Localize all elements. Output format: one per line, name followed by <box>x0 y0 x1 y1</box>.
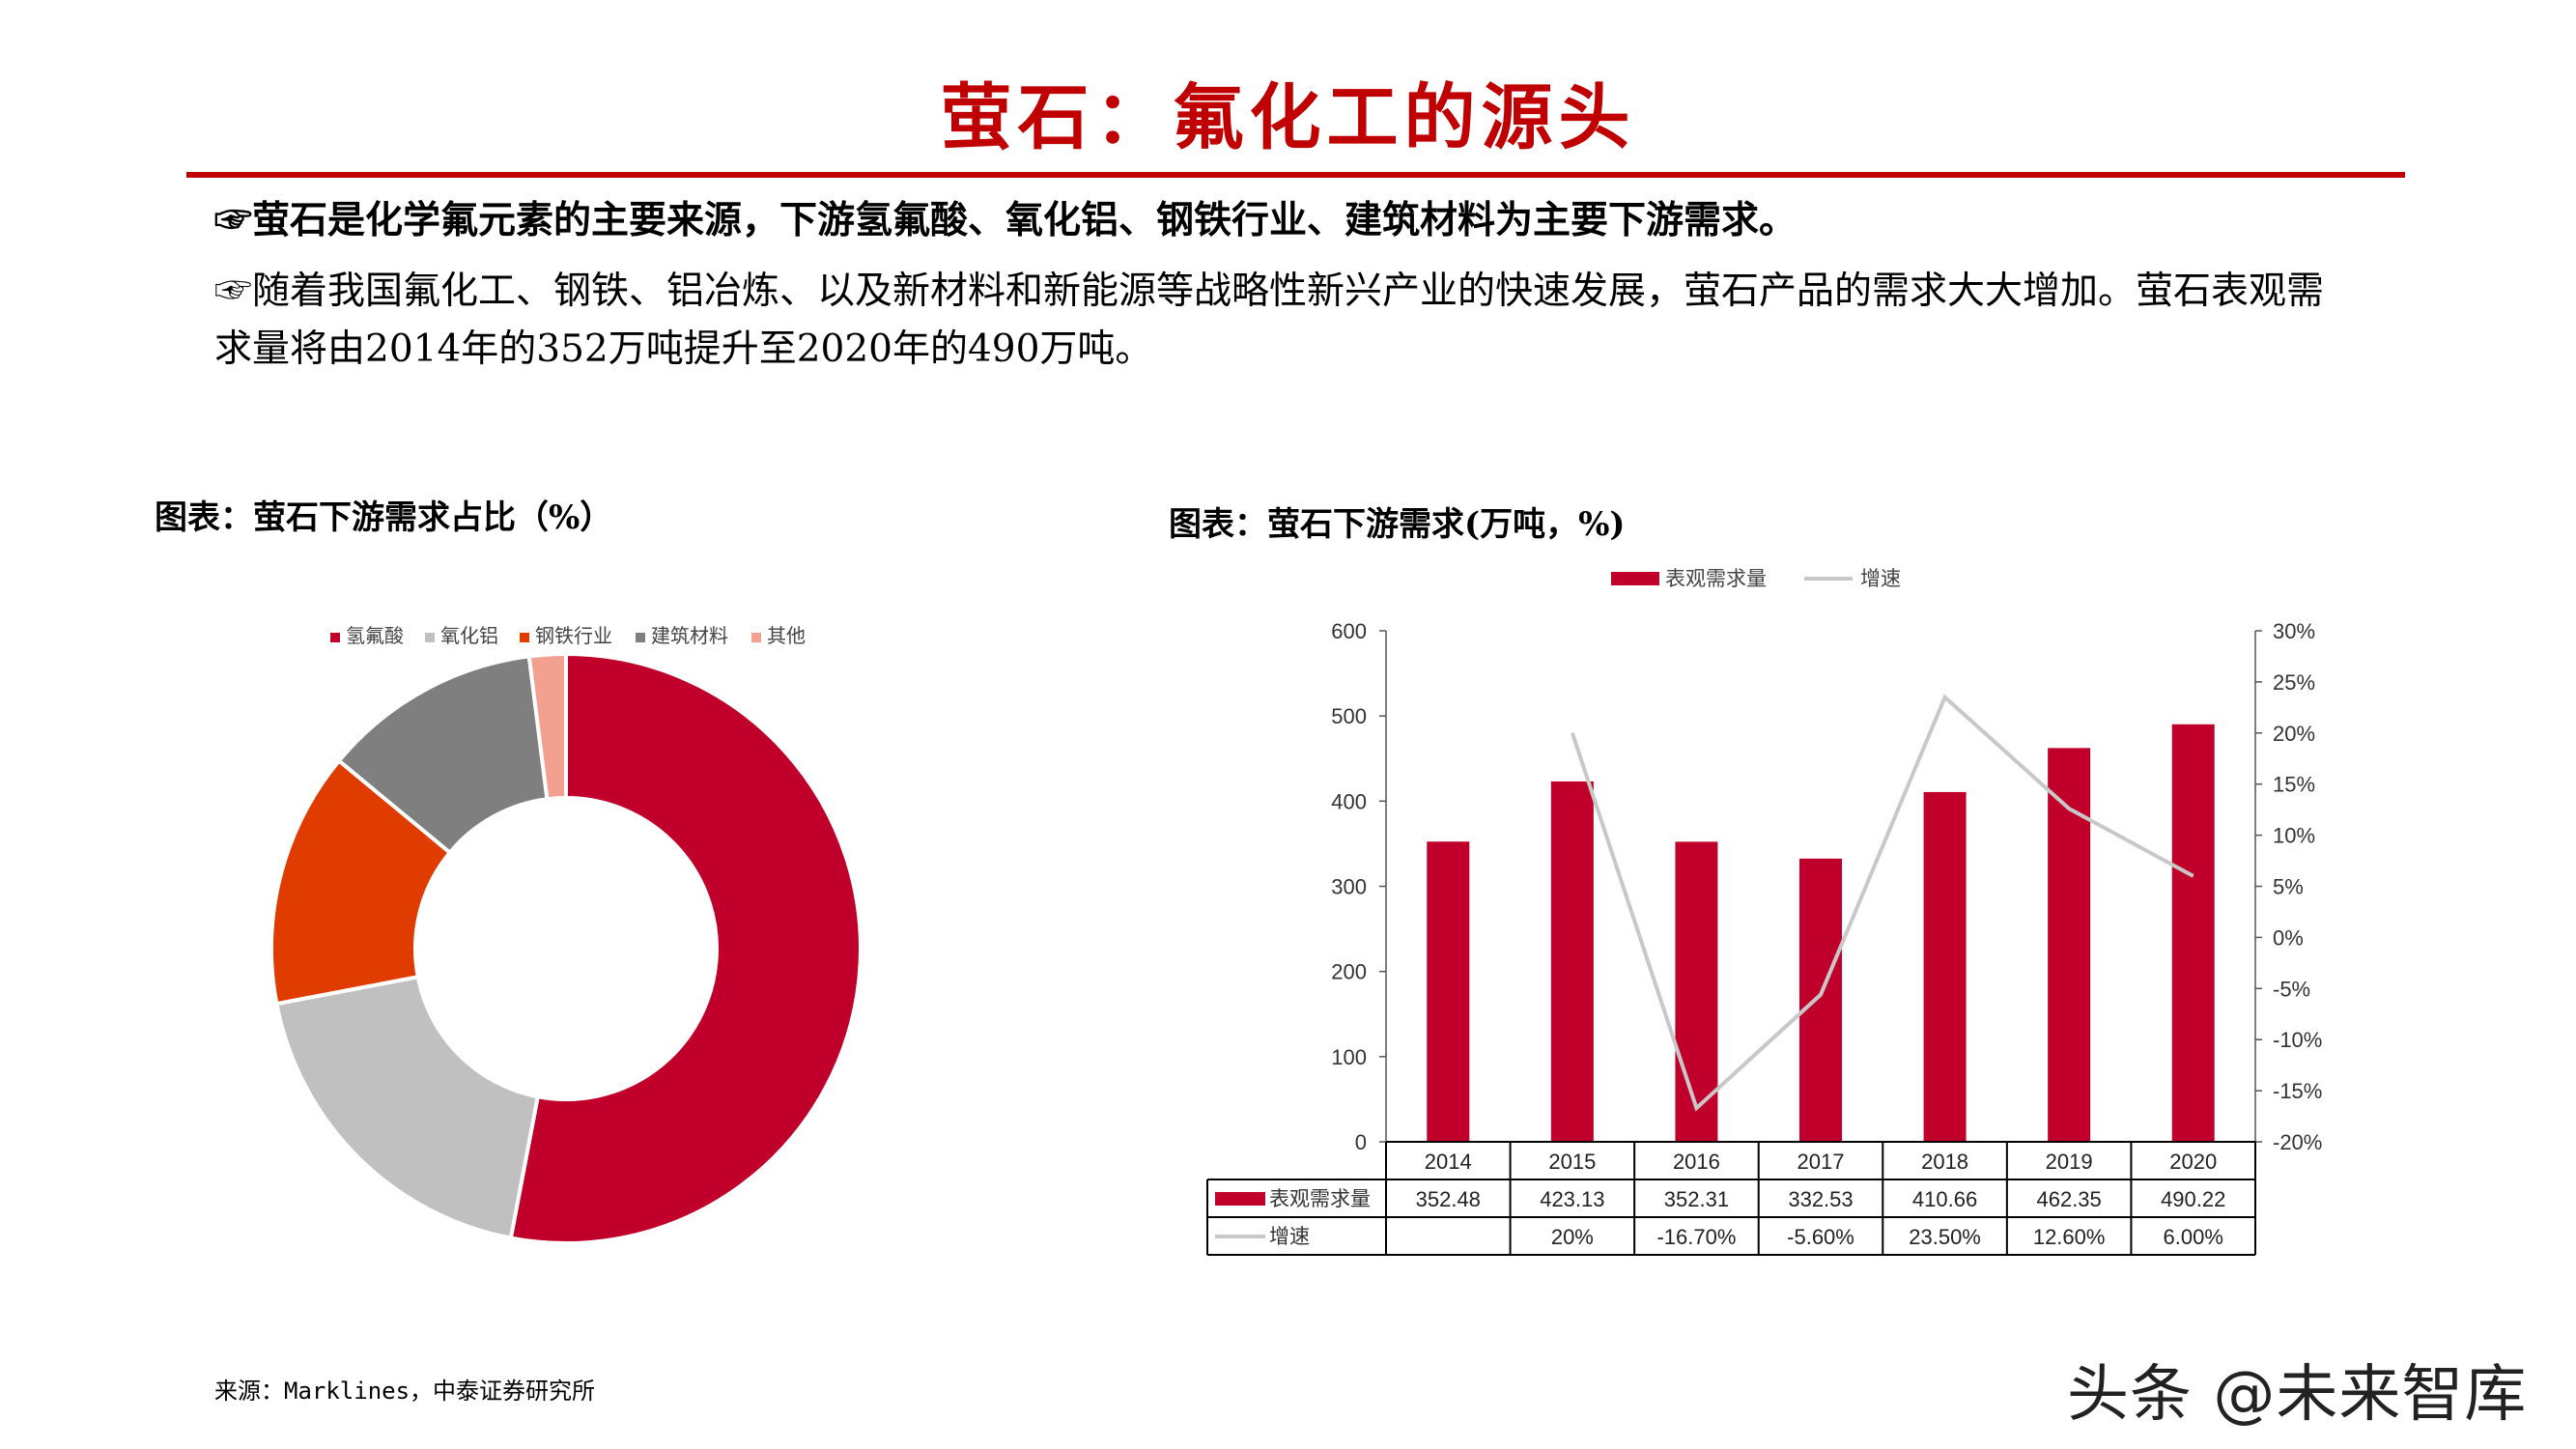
bullet-2: ☞随着我国氟化工、钢铁、铝冶炼、以及新材料和新能源等战略性新兴产业的快速发展，萤… <box>214 270 2325 371</box>
legend-swatch-bars <box>1611 572 1659 585</box>
table-row-header-bars: 表观需求量 <box>1269 1188 1371 1210</box>
y2-tick-label-1: -15% <box>2273 1079 2322 1103</box>
bar-2018 <box>1923 791 1967 1142</box>
donut-slice-0 <box>508 651 863 1245</box>
y-tick-label-4: 400 <box>1331 789 1367 813</box>
donut-chart: 氢氟酸 氧化铝 钢铁行业 建筑材料 其他 <box>269 625 863 1245</box>
table-cell-growth-2017: -5.60% <box>1787 1225 1854 1249</box>
table-cell-demand-2014: 352.48 <box>1416 1187 1481 1211</box>
legend-label-1: 氧化铝 <box>440 625 498 647</box>
table-cell-demand-2016: 352.31 <box>1664 1187 1729 1211</box>
y2-tick-label-9: 25% <box>2273 670 2315 695</box>
legend-swatch-3 <box>636 633 645 642</box>
y2-tick-label-8: 20% <box>2273 722 2315 746</box>
y2-tick-label-4: 0% <box>2273 925 2304 950</box>
table-cell-demand-2018: 410.66 <box>1912 1187 1977 1211</box>
title-divider <box>186 172 2405 178</box>
x-tick-label-2015: 2015 <box>1548 1150 1596 1174</box>
y-tick-label-0: 0 <box>1355 1130 1367 1154</box>
x-tick-label-2018: 2018 <box>1921 1150 1968 1174</box>
page-title: 萤石：氟化工的源头 <box>940 76 1636 159</box>
y-tick-label-3: 300 <box>1331 875 1367 899</box>
y2-tick-label-6: 10% <box>2273 824 2315 848</box>
y2-tick-label-0: -20% <box>2273 1130 2322 1154</box>
y2-tick-label-7: 15% <box>2273 773 2315 797</box>
source-note: 来源：Marklines，中泰证券研究所 <box>214 1378 596 1405</box>
y2-tick-label-10: 30% <box>2273 619 2315 643</box>
legend-label-bars: 表观需求量 <box>1665 568 1767 590</box>
table-cell-growth-2019: 12.60% <box>2033 1225 2106 1249</box>
y-tick-label-6: 600 <box>1331 619 1367 643</box>
legend-label-0: 氢氟酸 <box>346 625 404 647</box>
y2-tick-label-2: -10% <box>2273 1028 2322 1052</box>
x-tick-label-2016: 2016 <box>1673 1150 1720 1174</box>
donut-slice-1 <box>274 974 541 1240</box>
legend-swatch-4 <box>751 633 761 642</box>
y2-tick-label-3: -5% <box>2273 977 2310 1001</box>
table-row-header-line: 增速 <box>1269 1226 1310 1248</box>
demand-bar-line-chart: 表观需求量 增速0100200300400500600-20%-15%-10%-5… <box>1206 568 2322 1256</box>
y-tick-label-2: 200 <box>1331 960 1367 984</box>
legend-swatch-1 <box>425 633 435 642</box>
table-cell-growth-2020: 6.00% <box>2164 1225 2223 1249</box>
donut-chart-title: 图表：萤石下游需求占比（%） <box>155 498 613 537</box>
x-tick-label-2014: 2014 <box>1425 1150 1472 1174</box>
table-key-bars <box>1215 1192 1265 1206</box>
bar-2016 <box>1675 841 1718 1142</box>
y2-tick-label-5: 5% <box>2273 875 2304 899</box>
x-tick-label-2020: 2020 <box>2169 1150 2217 1174</box>
watermark: 头条 @未来智库 <box>2067 1359 2528 1431</box>
bullet-1: ☞萤石是化学氟元素的主要来源，下游氢氟酸、氧化铝、钢铁行业、建筑材料为主要下游需… <box>214 198 1798 242</box>
table-cell-demand-2019: 462.35 <box>2036 1187 2101 1211</box>
donut-slice-4 <box>526 651 568 802</box>
bar-chart-title: 图表：萤石下游需求(万吨，%) <box>1169 505 1626 544</box>
table-cell-growth-2015: 20% <box>1551 1225 1594 1249</box>
donut-slice-2 <box>269 757 453 1007</box>
table-cell-growth-2018: 23.50% <box>1909 1225 1981 1249</box>
legend-label-4: 其他 <box>767 625 806 647</box>
table-cell-demand-2015: 423.13 <box>1540 1187 1604 1211</box>
y-tick-label-5: 500 <box>1331 704 1367 728</box>
bar-2015 <box>1550 781 1594 1142</box>
bar-2020 <box>2171 724 2215 1142</box>
legend-label-2: 钢铁行业 <box>535 625 612 647</box>
table-cell-growth-2016: -16.70% <box>1656 1225 1736 1249</box>
bar-2019 <box>2048 748 2091 1142</box>
legend-swatch-0 <box>330 633 340 642</box>
bar-2014 <box>1427 841 1470 1142</box>
legend-swatch-2 <box>520 633 529 642</box>
table-cell-demand-2017: 332.53 <box>1788 1187 1853 1211</box>
bar-2017 <box>1799 858 1842 1142</box>
y-tick-label-1: 100 <box>1331 1045 1367 1069</box>
x-tick-label-2019: 2019 <box>2046 1150 2093 1174</box>
legend-label-3: 建筑材料 <box>651 625 728 647</box>
growth-line <box>1570 694 2194 1112</box>
legend-label-line: 增速 <box>1860 568 1901 590</box>
x-tick-label-2017: 2017 <box>1798 1150 1845 1174</box>
table-cell-demand-2020: 490.22 <box>2161 1187 2225 1211</box>
